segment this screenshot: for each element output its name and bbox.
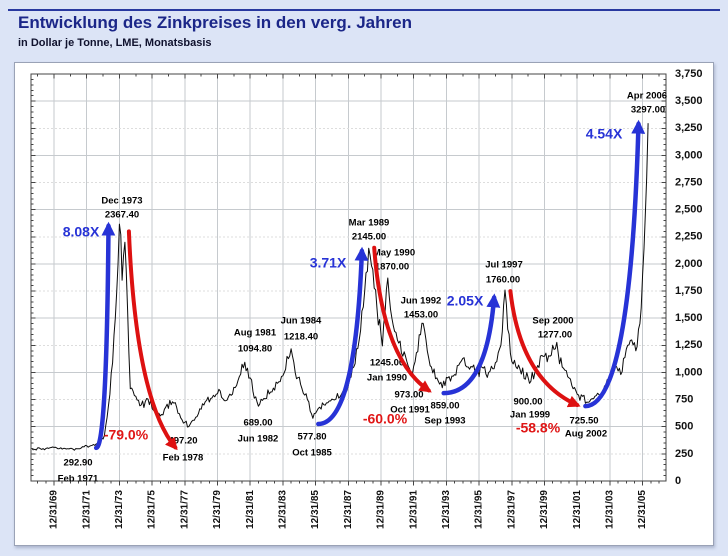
y-tick-label: 1,250 — [675, 339, 703, 351]
y-tick-label: 3,500 — [675, 95, 703, 107]
y-tick-label: 500 — [675, 421, 693, 433]
annotation-497-20: 497.20 — [168, 436, 197, 447]
x-tick-label: 12/31/87 — [343, 490, 354, 529]
page-subtitle: in Dollar je Tonne, LME, Monatsbasis — [18, 37, 212, 49]
annotation-3-71x: 3.71X — [310, 255, 347, 271]
x-tick-label: 12/31/75 — [147, 490, 158, 529]
annotation-feb-1971: Feb 1971 — [58, 474, 99, 485]
annotation-3297-00: 3297.00 — [631, 105, 665, 116]
annotation-feb-1978: Feb 1978 — [163, 453, 204, 464]
x-tick-label: 12/31/91 — [408, 490, 419, 529]
annotation-jan-1999: Jan 1999 — [510, 410, 550, 421]
annotation-sep-1993: Sep 1993 — [424, 416, 465, 427]
x-tick-label: 12/31/05 — [637, 490, 648, 529]
y-tick-label: 1,750 — [675, 285, 703, 297]
y-tick-label: 2,750 — [675, 176, 703, 188]
annotation-577-80: 577.80 — [297, 432, 326, 443]
x-tick-label: 12/31/89 — [376, 490, 387, 529]
grid — [31, 74, 666, 481]
rise-arrow — [441, 293, 501, 396]
axis-frame — [30, 73, 667, 486]
annotation-jun-1982: Jun 1982 — [238, 434, 279, 445]
x-tick-label: 12/31/93 — [441, 490, 452, 529]
x-tick-label: 12/31/03 — [605, 490, 616, 529]
annotation-1760-00: 1760.00 — [486, 275, 520, 286]
y-tick-label: 2,500 — [675, 204, 703, 216]
annotation-aug-2002: Aug 2002 — [565, 429, 607, 440]
annotation-859-00: 859.00 — [430, 401, 459, 412]
annotation-2145-00: 2145.00 — [352, 232, 386, 243]
x-tick-label: 12/31/69 — [49, 490, 60, 529]
annotation-1870-00: 1870.00 — [375, 262, 409, 273]
y-axis-labels: 3,750 3,500 3,250 3,000 2,750 2,500 2,250 2,000… — [675, 68, 703, 487]
annotation-1218-40: 1218.40 — [284, 332, 318, 343]
chart-annotations: Dec 1973 2367.40 292.90 Feb 1971 497.20 Feb 1… — [58, 91, 667, 485]
decline-arrow — [126, 229, 178, 451]
x-tick-label: 12/31/83 — [278, 490, 289, 529]
x-axis-labels: 12/31/69 12/31/71 12/31/73 12/31/75 12/31/77… — [49, 490, 649, 529]
x-tick-label: 12/31/71 — [81, 490, 92, 529]
x-tick-label: 12/31/95 — [474, 490, 485, 529]
annotation-may-1990: May 1990 — [373, 248, 415, 259]
rise-arrow — [583, 119, 646, 409]
annotation--60-0-: -60.0% — [363, 411, 408, 427]
rise-arrow — [93, 221, 116, 451]
y-tick-label: 750 — [675, 394, 693, 406]
annotation--58-8-: -58.8% — [516, 420, 561, 436]
y-tick-label: 250 — [675, 448, 693, 460]
annotation-jul-1997: Jul 1997 — [485, 260, 523, 271]
annotation-8-08x: 8.08X — [63, 224, 100, 240]
annotation-jun-1992: Jun 1992 — [401, 296, 442, 307]
page-title: Entwicklung des Zinkpreises in den verg.… — [18, 13, 412, 32]
y-tick-label: 1,000 — [675, 366, 703, 378]
y-tick-label: 3,750 — [675, 68, 703, 80]
annotation-1277-00: 1277.00 — [538, 330, 572, 341]
annotation-sep-2000: Sep 2000 — [532, 316, 573, 327]
rise-arrow — [316, 246, 369, 427]
x-tick-label: 12/31/81 — [245, 490, 256, 529]
decline-arrow — [508, 289, 581, 408]
y-tick-label: 0 — [675, 475, 681, 487]
annotation-1245-00: 1245.00 — [370, 358, 404, 369]
annotation-aug-1981: Aug 1981 — [234, 328, 277, 339]
annotation-4-54x: 4.54X — [586, 126, 623, 142]
y-tick-label: 1,500 — [675, 312, 703, 324]
annotation-jun-1984: Jun 1984 — [281, 316, 322, 327]
x-tick-label: 12/31/79 — [212, 490, 223, 529]
y-tick-label: 2,250 — [675, 231, 703, 243]
annotation-900-00: 900.00 — [513, 397, 542, 408]
x-tick-label: 12/31/01 — [572, 490, 583, 529]
annotation-1094-80: 1094.80 — [238, 344, 272, 355]
annotation-689-00: 689.00 — [243, 418, 272, 429]
y-tick-label: 3,000 — [675, 149, 703, 161]
trend-arrows — [93, 119, 646, 451]
annotation-jan-1990: Jan 1990 — [367, 373, 407, 384]
decline-arrow — [372, 245, 432, 393]
x-tick-label: 12/31/97 — [506, 490, 517, 529]
annotation-2367-40: 2367.40 — [105, 210, 139, 221]
annotation-1453-00: 1453.00 — [404, 310, 438, 321]
price-line — [32, 123, 649, 451]
annotation-725-50: 725.50 — [569, 416, 598, 427]
x-tick-label: 12/31/73 — [114, 490, 125, 529]
header-rule — [8, 9, 720, 11]
x-tick-label: 12/31/77 — [179, 490, 190, 529]
annotation-292-90: 292.90 — [63, 458, 92, 469]
zinc-price-chart: Dec 1973 2367.40 292.90 Feb 1971 497.20 Feb 1… — [30, 68, 703, 529]
annotation-oct-1991: Oct 1991 — [390, 405, 430, 416]
annotation-apr-2006: Apr 2006 — [627, 91, 667, 102]
annotation-oct-1985: Oct 1985 — [292, 448, 332, 459]
chart-panel: Dec 1973 2367.40 292.90 Feb 1971 497.20 Feb 1… — [14, 62, 714, 546]
annotation--79-0-: -79.0% — [104, 427, 149, 443]
x-tick-label: 12/31/85 — [310, 490, 321, 529]
annotation-dec-1973: Dec 1973 — [101, 196, 142, 207]
x-tick-label: 12/31/99 — [539, 490, 550, 529]
y-tick-label: 2,000 — [675, 258, 703, 270]
annotation-mar-1989: Mar 1989 — [349, 218, 390, 229]
annotation-2-05x: 2.05X — [447, 293, 484, 309]
y-tick-label: 3,250 — [675, 122, 703, 134]
annotation-973-00: 973.00 — [394, 390, 423, 401]
